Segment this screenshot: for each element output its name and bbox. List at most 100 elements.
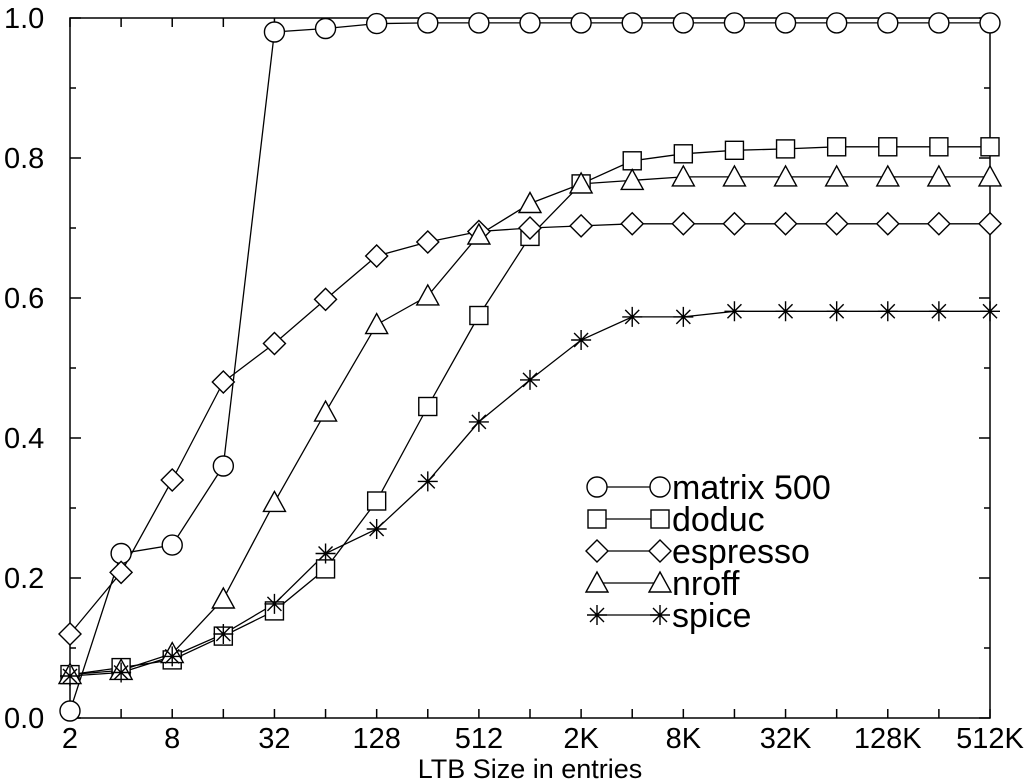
x-tick-label: 128K	[854, 723, 922, 755]
legend-marker-espresso	[585, 539, 609, 563]
data-point-doduc	[673, 144, 694, 164]
legend-label-nroff: nroff	[672, 565, 740, 603]
y-tick-label: 0.6	[4, 283, 44, 315]
data-point-spice	[928, 301, 949, 322]
data-point-espresso	[875, 211, 900, 236]
legend-marker-matrix-500	[649, 476, 671, 498]
x-tick-label: 512K	[956, 723, 1024, 755]
series-line-matrix-500	[69, 22, 990, 712]
x-tick-label: 128	[352, 723, 400, 755]
data-point-nroff	[977, 164, 1003, 187]
data-point-espresso	[671, 211, 696, 236]
series-line-nroff	[69, 176, 990, 676]
data-point-nroff	[211, 586, 236, 609]
x-tick-label: 8K	[666, 723, 702, 755]
data-point-spice	[775, 301, 796, 322]
x-tick-label: 2K	[563, 723, 599, 755]
data-point-nroff	[620, 167, 645, 191]
data-point-espresso	[160, 468, 185, 492]
data-point-spice	[826, 301, 847, 322]
data-point-espresso	[262, 331, 287, 356]
data-point-matrix-500	[570, 12, 592, 34]
data-point-espresso	[211, 370, 236, 394]
data-point-matrix-500	[365, 12, 388, 35]
x-tick-label: 8	[164, 723, 180, 755]
data-point-spice	[213, 624, 234, 644]
data-point-matrix-500	[877, 12, 899, 34]
axis-ticks	[69, 17, 991, 719]
legend-label-doduc: doduc	[672, 501, 765, 539]
x-tick-label: 512	[455, 723, 503, 755]
data-point-nroff	[262, 489, 287, 513]
data-point-matrix-500	[519, 12, 541, 34]
data-point-espresso	[824, 211, 849, 236]
data-point-spice	[520, 369, 540, 390]
x-axis-title: LTB Size in entries	[418, 754, 643, 784]
y-tick-label: 0.4	[4, 423, 44, 455]
data-point-nroff	[722, 164, 747, 187]
data-point-doduc	[878, 137, 898, 157]
legend-label-spice: spice	[672, 597, 751, 635]
data-point-spice	[571, 330, 592, 350]
data-point-espresso	[364, 244, 389, 268]
data-point-spice	[622, 306, 643, 327]
data-point-matrix-500	[468, 12, 490, 34]
legend-marker-spice	[587, 605, 607, 625]
plot-frame	[69, 17, 991, 719]
legend-marker-spice	[650, 605, 670, 625]
data-point-spice	[980, 301, 1000, 322]
legend-marker-nroff	[647, 570, 673, 593]
y-tick-label: 0.2	[4, 563, 44, 595]
data-point-spice	[877, 301, 898, 322]
legend-marker-espresso	[648, 539, 672, 563]
data-point-nroff	[415, 283, 440, 306]
data-point-doduc	[775, 139, 796, 159]
data-point-espresso	[722, 211, 747, 236]
data-point-nroff	[313, 399, 338, 422]
data-point-spice	[417, 471, 438, 492]
data-point-nroff	[466, 222, 492, 245]
data-point-spice	[315, 543, 336, 564]
legend-marker-matrix-500	[586, 476, 608, 498]
data-point-nroff	[773, 164, 798, 187]
data-point-nroff	[517, 191, 543, 214]
data-point-espresso	[773, 211, 798, 236]
data-point-espresso	[109, 560, 134, 585]
data-point-matrix-500	[263, 21, 286, 43]
legend-label-espresso: espresso	[672, 533, 810, 571]
data-point-espresso	[518, 216, 542, 240]
y-tick-label: 1.0	[4, 3, 44, 35]
y-tick-label: 0.8	[4, 143, 44, 175]
data-point-nroff	[824, 164, 849, 187]
data-point-spice	[264, 593, 285, 614]
data-point-doduc	[826, 137, 847, 157]
data-point-nroff	[671, 164, 696, 187]
data-point-matrix-500	[161, 534, 183, 556]
data-point-spice	[673, 306, 694, 327]
data-point-matrix-500	[928, 12, 950, 34]
data-point-nroff	[568, 171, 594, 194]
data-point-espresso	[415, 230, 440, 254]
data-point-espresso	[620, 211, 645, 236]
legend-marker-doduc	[587, 509, 607, 529]
data-point-spice	[60, 666, 80, 686]
data-point-spice	[366, 519, 387, 539]
data-point-spice	[468, 411, 489, 432]
data-point-nroff	[364, 312, 389, 335]
data-point-spice	[724, 301, 745, 322]
data-point-matrix-500	[417, 12, 439, 34]
series-markers	[57, 12, 1003, 722]
data-point-espresso	[313, 287, 338, 312]
data-point-espresso	[926, 211, 951, 236]
x-tick-label: 32	[258, 723, 290, 755]
series-line-espresso	[69, 223, 990, 635]
data-point-spice	[162, 646, 183, 667]
data-point-matrix-500	[672, 12, 695, 34]
data-point-matrix-500	[979, 12, 1001, 34]
data-point-espresso	[58, 622, 82, 646]
data-point-doduc	[469, 305, 489, 326]
data-point-doduc	[724, 140, 745, 161]
y-tick-label: 0.0	[4, 703, 44, 735]
